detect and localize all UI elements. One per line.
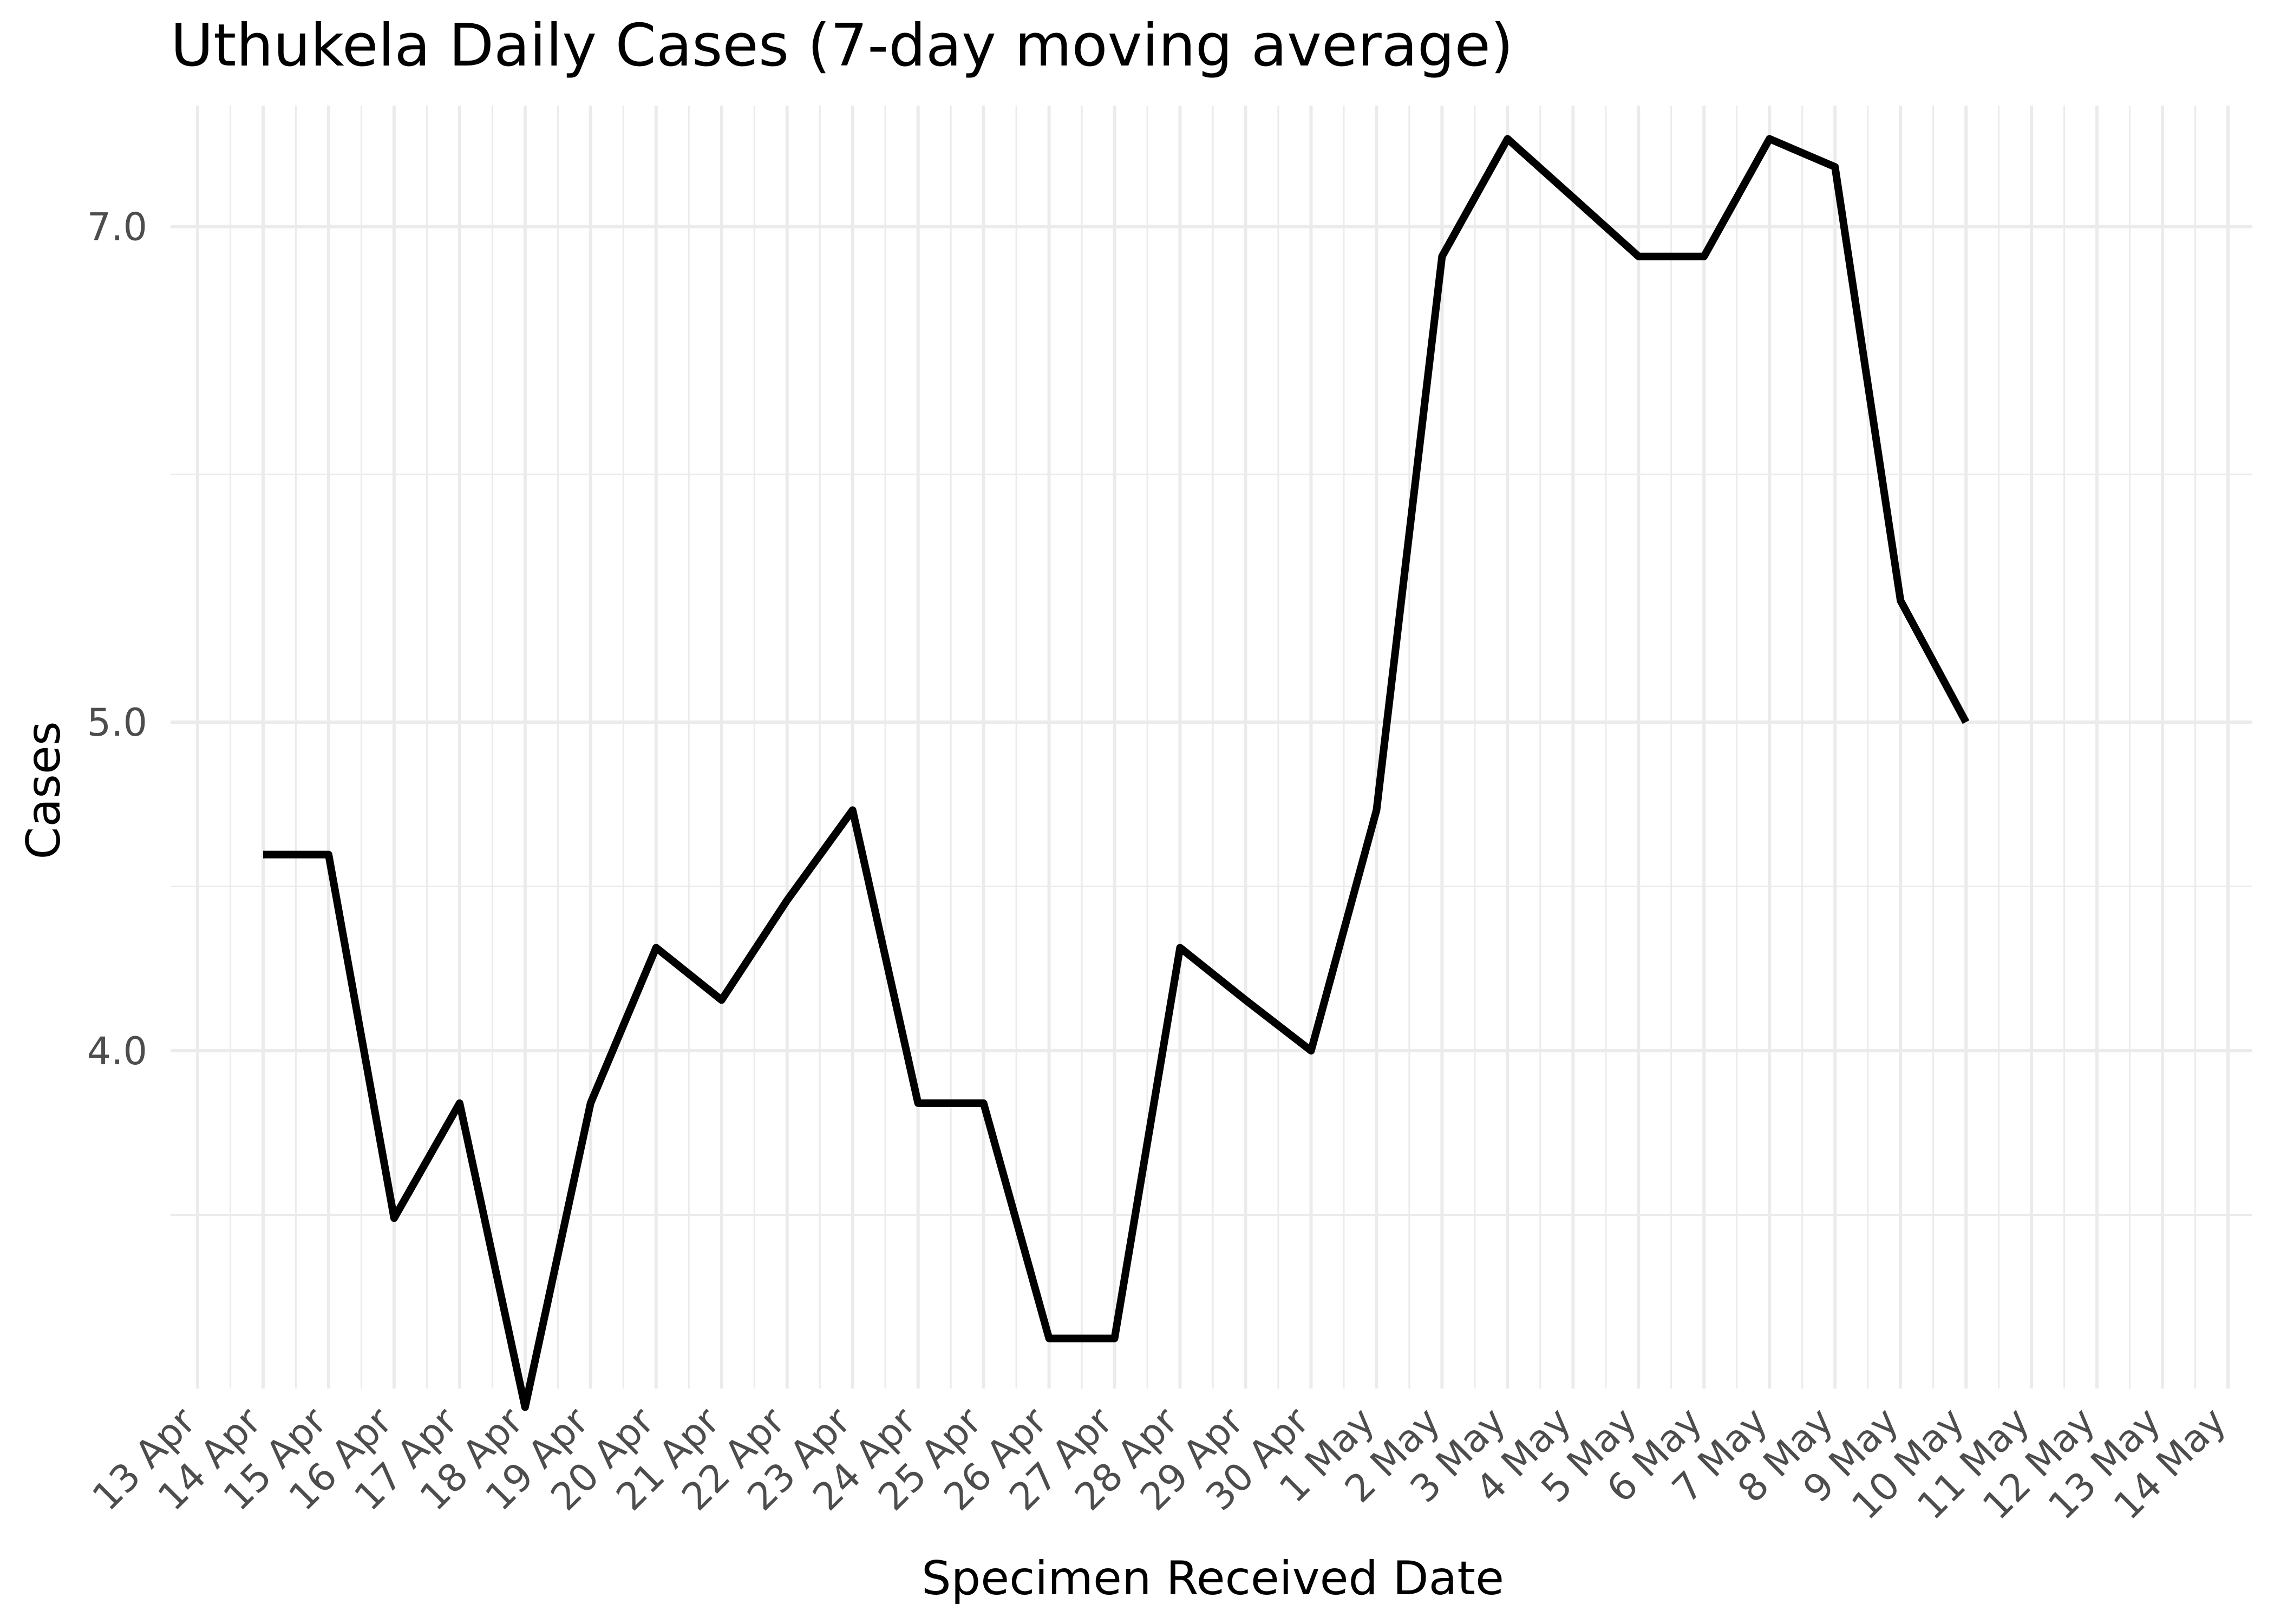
series-layer	[263, 135, 1970, 1411]
x-axis-title: Specimen Received Date	[922, 1551, 1504, 1606]
series-line	[263, 135, 1970, 1411]
y-axis-title: Cases	[17, 721, 71, 859]
chart-title: Uthukela Daily Cases (7-day moving avera…	[171, 12, 1514, 80]
y-tick-label: 4.0	[87, 1029, 147, 1073]
y-tick-label: 5.0	[87, 700, 147, 745]
y-axis-ticks: 4.0 5.0 7.0	[87, 205, 147, 1073]
y-tick-label: 7.0	[87, 205, 147, 250]
grid	[171, 106, 2252, 1389]
